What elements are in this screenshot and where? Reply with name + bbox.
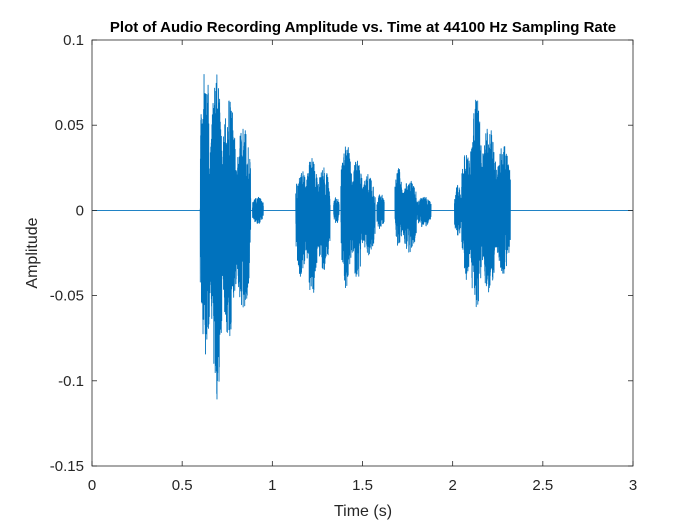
plot-area (92, 40, 633, 466)
chart-title: Plot of Audio Recording Amplitude vs. Ti… (110, 19, 616, 36)
y-tick-label-3: 0 (76, 202, 84, 219)
waveform-line (92, 74, 633, 400)
x-tick-label-4: 2 (448, 477, 456, 494)
plot-frame (91, 39, 634, 467)
x-tick-label-3: 1.5 (352, 477, 373, 494)
x-tick-label-5: 2.5 (532, 477, 553, 494)
x-tick-label-2: 1 (268, 477, 276, 494)
y-tick-label-0: -0.15 (50, 458, 84, 475)
y-tick-label-2: -0.05 (50, 288, 84, 305)
y-tick-label-1: -0.1 (58, 373, 84, 390)
x-tick-labels: 0 0.5 1 1.5 2 2.5 3 (88, 477, 637, 494)
waveform-series (92, 74, 633, 400)
y-tick-label-5: 0.1 (63, 32, 84, 49)
x-tick-label-1: 0.5 (172, 477, 193, 494)
y-axis-label: Amplitude (24, 217, 41, 288)
x-tick-label-6: 3 (629, 477, 637, 494)
y-tick-label-4: 0.05 (55, 117, 84, 134)
y-tick-labels: -0.15 -0.1 -0.05 0 0.05 0.1 (50, 32, 84, 475)
x-axis-label: Time (s) (334, 503, 392, 520)
x-tick-label-0: 0 (88, 477, 96, 494)
